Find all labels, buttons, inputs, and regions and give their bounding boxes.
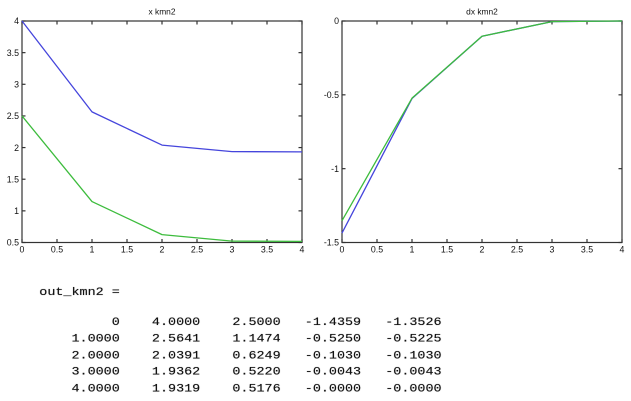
svg-text:1.5: 1.5 [7, 174, 19, 184]
svg-text:1.5: 1.5 [121, 245, 133, 255]
svg-text:0.5: 0.5 [7, 238, 19, 248]
svg-text:3: 3 [230, 245, 235, 255]
svg-text:3: 3 [550, 245, 555, 255]
svg-text:1: 1 [410, 245, 415, 255]
svg-text:0.5: 0.5 [51, 245, 63, 255]
svg-text:0.5: 0.5 [371, 245, 383, 255]
svg-text:3.5: 3.5 [7, 48, 19, 58]
svg-text:3.5: 3.5 [581, 245, 593, 255]
svg-text:0: 0 [20, 245, 25, 255]
svg-text:4: 4 [620, 245, 625, 255]
svg-text:1.5: 1.5 [441, 245, 453, 255]
svg-text:4: 4 [300, 245, 305, 255]
svg-text:2.5: 2.5 [191, 245, 203, 255]
svg-text:2: 2 [480, 245, 485, 255]
svg-text:dx kmn2: dx kmn2 [466, 6, 498, 16]
svg-text:0: 0 [334, 16, 339, 26]
svg-text:-1: -1 [331, 164, 339, 174]
svg-text:-0.5: -0.5 [324, 90, 339, 100]
svg-text:2.5: 2.5 [511, 245, 523, 255]
svg-text:4: 4 [14, 16, 19, 26]
svg-text:-1.5: -1.5 [324, 238, 339, 248]
svg-text:3.5: 3.5 [261, 245, 273, 255]
svg-text:0: 0 [340, 245, 345, 255]
svg-text:1: 1 [90, 245, 95, 255]
svg-text:1: 1 [14, 206, 19, 216]
svg-text:2: 2 [160, 245, 165, 255]
svg-text:x kmn2: x kmn2 [149, 6, 176, 16]
svg-text:3: 3 [14, 79, 19, 89]
svg-text:2.5: 2.5 [7, 111, 19, 121]
svg-text:2: 2 [14, 143, 19, 153]
